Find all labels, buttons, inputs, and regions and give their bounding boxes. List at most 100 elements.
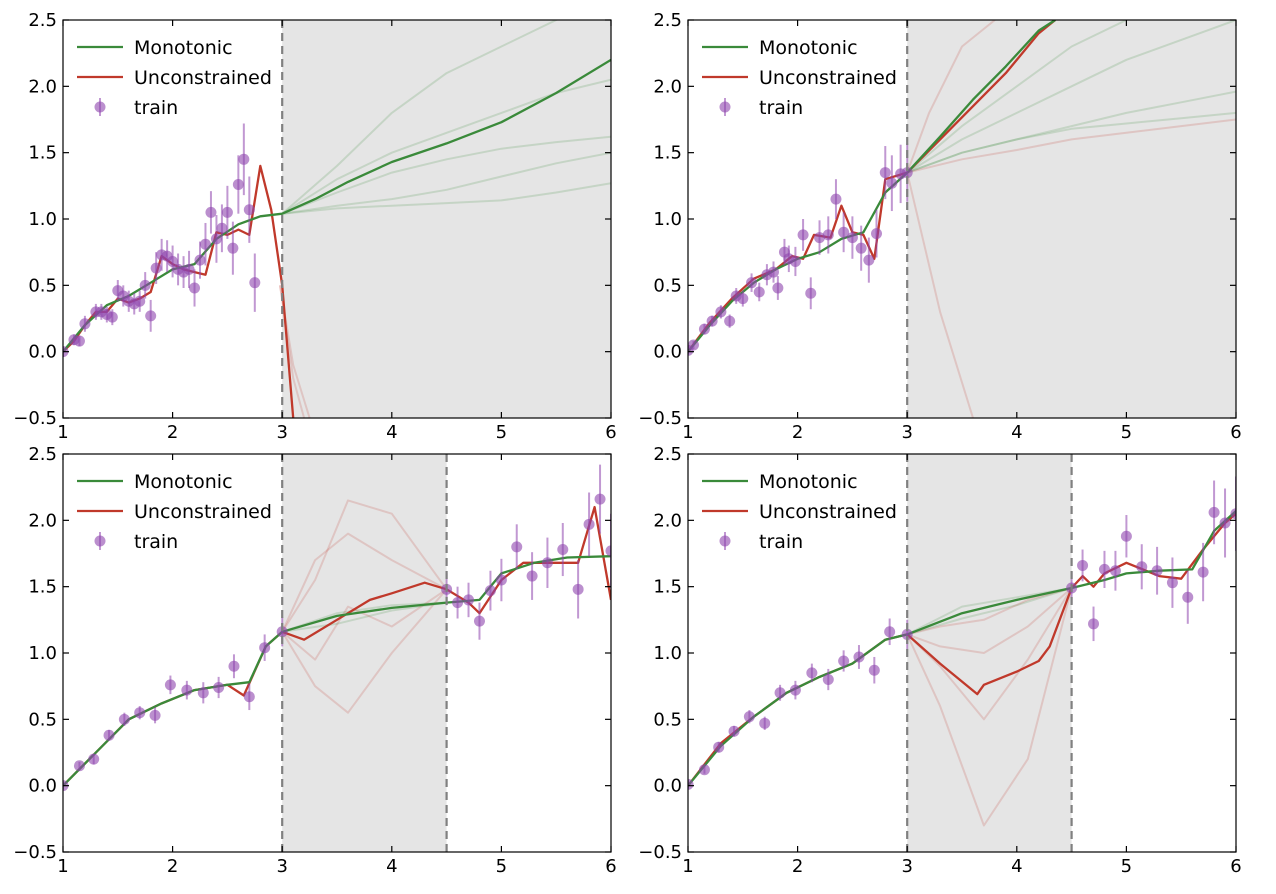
panel-bottom-right-legend-train-label: train: [759, 531, 803, 553]
panel-bottom-left-train-point: [463, 594, 475, 606]
panel-bottom-right-train-point: [901, 628, 913, 640]
panel-bottom-left-train-point: [213, 681, 225, 693]
panel-bottom-right-xtick-label: 4: [1011, 856, 1022, 877]
panel-bottom-right-train-point: [688, 778, 694, 790]
panel-bottom-left-train-point: [594, 493, 606, 505]
panel-top-right-xtick-label: 2: [792, 422, 803, 443]
panel-top-right-train-point: [706, 315, 718, 327]
panel-bottom-right-train-point: [1219, 517, 1231, 529]
panel-bottom-right-monotonic-line: [688, 510, 1236, 787]
panel-top-right-unconstrained-line: [688, 20, 1056, 353]
panel-top-right-ytick-label: 0.0: [653, 342, 682, 363]
panel-top-right-train-point: [871, 228, 883, 240]
panel-bottom-right: 1 2 3 4 5 6 −0.5 0.0 0.5 1.0 1.5 2.0 2.5 Monotonic Unc…: [638, 444, 1241, 877]
panel-bottom-left-train-point: [181, 684, 193, 696]
panel-bottom-right-train-point: [1151, 565, 1163, 577]
panel-top-right-xtick-label: 5: [1121, 422, 1132, 443]
panel-bottom-left-xtick-label: 2: [167, 856, 178, 877]
panel-top-left-train-point: [194, 254, 206, 266]
panel-bottom-left-extrapolation-region: [282, 454, 447, 852]
panel-top-left-xtick-label: 5: [496, 422, 507, 443]
panel-top-right-unconstrained-sample-0: [906, 118, 1236, 174]
panel-bottom-left: 1 2 3 4 5 6 −0.5 0.0 0.5 1.0 1.5 2.0 2.5 Monotonic Unc…: [13, 444, 616, 877]
panel-bottom-right-unconstrained-sample-1: [906, 587, 1073, 721]
panel-top-right-unconstrained-sample-1: [906, 172, 974, 418]
panel-top-left-xtick-label: 6: [605, 422, 616, 443]
panel-top-right-train-point: [688, 339, 699, 351]
panel-top-left-legend-train-label: train: [134, 97, 178, 119]
panel-bottom-right-train-point: [1208, 506, 1220, 518]
panel-top-left-train-point: [205, 206, 217, 218]
panel-bottom-left-train-point: [197, 687, 209, 699]
panel-top-left-xtick-label: 1: [57, 422, 68, 443]
panel-bottom-left-ytick-label: −0.5: [13, 842, 57, 863]
panel-bottom-right-train-point: [1182, 591, 1194, 603]
panel-top-right-ytick-label: 1.5: [653, 143, 682, 164]
panel-top-right-train-point: [805, 287, 817, 299]
panel-top-right-train-point: [737, 293, 749, 305]
panel-top-right-ytick-label: 0.5: [653, 275, 682, 296]
panel-top-left-train-point: [145, 310, 157, 322]
panel-bottom-right-monotonic-sample-0: [906, 587, 1072, 636]
panel-bottom-left-legend: Monotonic Unconstrained train: [77, 471, 272, 553]
panel-bottom-left-train-point: [228, 660, 240, 672]
panel-bottom-right-unconstrained-sample-3: [906, 587, 1072, 636]
panel-bottom-left-monotonic-sample-0: [281, 601, 447, 633]
panel-bottom-left-xtick-label: 5: [496, 856, 507, 877]
panel-top-left-monotonic-sample-1: [282, 151, 611, 215]
panel-top-left-train-point: [243, 204, 255, 216]
panel-bottom-left-train-point: [557, 544, 569, 556]
panel-bottom-right-train-point: [1120, 530, 1132, 542]
panel-top-left-train-point: [216, 222, 228, 234]
panel-top-right-series: [688, 20, 1236, 418]
panel-bottom-left-train-point: [605, 545, 611, 557]
panel-top-left-monotonic-sample-2: [282, 182, 611, 215]
panel-top-right: 1 2 3 4 5 6 −0.5 0.0 0.5 1.0 1.5 2.0 2.5 Monotonic Unc…: [638, 10, 1241, 443]
panel-bottom-right-xtick-label: 2: [792, 856, 803, 877]
panel-bottom-left-unconstrained-sample-1: [281, 499, 448, 633]
panel-bottom-right-train-point: [868, 664, 880, 676]
panel-top-left-ytick-label: 2.5: [28, 10, 57, 31]
panel-bottom-right-train-point: [853, 651, 865, 663]
panel-top-left-train-point: [150, 262, 162, 274]
panel-top-right-unconstrained-sample-2: [906, 20, 996, 173]
panel-bottom-left-xtick-label: 4: [386, 856, 397, 877]
panel-bottom-right-train-point: [1136, 561, 1148, 573]
panel-top-left-train-point: [73, 335, 85, 347]
panel-bottom-left-unconstrained-sample-0: [281, 588, 448, 714]
panel-top-right-train-point: [715, 306, 727, 318]
panel-bottom-right-train-point: [698, 764, 710, 776]
panel-bottom-left-train-point: [583, 518, 595, 530]
panel-bottom-right-train-point: [1166, 577, 1178, 589]
panel-top-left-ytick-label: 0.0: [28, 342, 57, 363]
panel-bottom-right-monotonic-sample-1: [906, 587, 1072, 636]
panel-top-left-legend-unconstrained-label: Unconstrained: [134, 67, 272, 89]
panel-bottom-left-train-point: [473, 615, 485, 627]
panel-bottom-right-train-point: [1098, 563, 1110, 575]
panel-bottom-right-train-point: [789, 684, 801, 696]
panel-top-left-train-point: [189, 282, 201, 294]
panel-top-right-legend: Monotonic Unconstrained train: [702, 37, 897, 119]
panel-top-left-ytick-label: 1.0: [28, 209, 57, 230]
panel-bottom-right-ytick-label: 0.0: [653, 776, 682, 797]
panel-bottom-left-train-point: [243, 691, 255, 703]
panel-top-right-train-point: [879, 167, 891, 179]
panel-bottom-right-xtick-label: 3: [901, 856, 912, 877]
panel-bottom-left-train-point: [88, 753, 100, 765]
panel-top-right-train-point: [797, 229, 809, 241]
panel-top-right-xtick-label: 3: [901, 422, 912, 443]
panel-top-left-train-point: [232, 179, 244, 191]
panel-top-right-train-point: [789, 255, 801, 267]
panel-top-right-legend-monotonic-label: Monotonic: [759, 37, 858, 59]
panel-bottom-right-ytick-label: 2.0: [653, 510, 682, 531]
panel-bottom-left-series: [63, 464, 611, 792]
panel-bottom-right-train-point: [774, 687, 786, 699]
panel-bottom-right-legend-unconstrained-label: Unconstrained: [759, 501, 897, 523]
panel-bottom-left-train-point: [134, 707, 146, 719]
panel-top-right-monotonic-sample-1: [906, 20, 1236, 174]
panel-top-right-train-point: [830, 193, 842, 205]
panel-bottom-right-legend-monotonic-label: Monotonic: [759, 471, 858, 493]
panel-top-right-train-point: [746, 277, 758, 289]
panel-top-right-train-point: [901, 167, 913, 179]
